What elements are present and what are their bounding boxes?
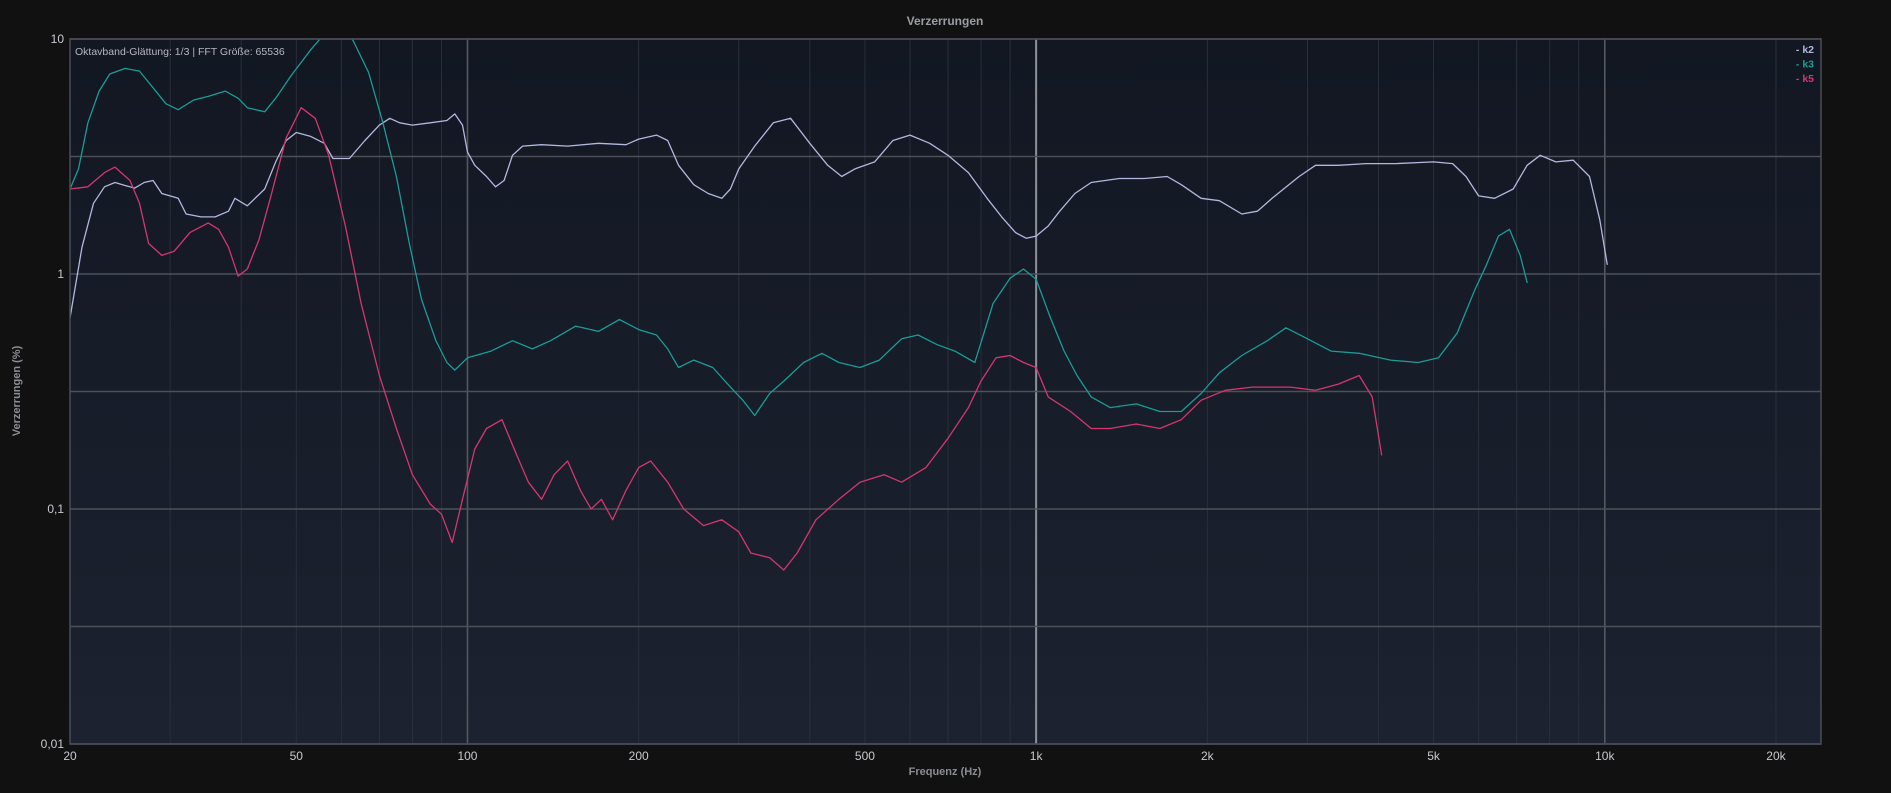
y-tick-label: 10 <box>51 32 65 46</box>
x-tick-label: 50 <box>290 749 304 763</box>
legend-item[interactable]: - k3 <box>1796 59 1814 71</box>
x-tick-label: 200 <box>629 749 649 763</box>
series-line-k3 <box>70 39 1528 417</box>
x-tick-label: 10k <box>1595 749 1615 763</box>
series-line-k2 <box>70 113 1608 319</box>
x-tick-label: 100 <box>457 749 477 763</box>
x-tick-label: 20 <box>63 749 77 763</box>
legend-item[interactable]: - k2 <box>1796 44 1814 56</box>
info-text: Oktavband-Glättung: 1/3 | FFT Größe: 655… <box>75 46 285 58</box>
y-tick-label: 1 <box>57 267 64 281</box>
legend-item[interactable]: - k5 <box>1796 73 1814 85</box>
x-tick-label: 500 <box>855 749 875 763</box>
x-tick-label: 1k <box>1030 749 1044 763</box>
x-axis-label: Frequenz (Hz) <box>909 766 982 778</box>
x-tick-labels: 20 50 100 200 500 1k 2k 5k 10k 20k <box>63 749 1786 763</box>
series-line-k5 <box>70 107 1383 571</box>
x-tick-label: 20k <box>1766 749 1786 763</box>
plot-frame <box>69 38 1822 745</box>
legend[interactable]: - k2 - k3 - k5 <box>1796 44 1814 85</box>
y-tick-label: 0,01 <box>41 737 65 751</box>
chart-title: Verzerrungen <box>907 14 984 28</box>
y-tick-label: 0,1 <box>47 502 64 516</box>
y-tick-labels: 10 1 0,1 0,01 <box>41 32 65 751</box>
x-tick-label: 5k <box>1427 749 1441 763</box>
x-tick-label: 2k <box>1201 749 1215 763</box>
series-layer <box>70 39 1608 571</box>
y-axis-label: Verzerrungen (%) <box>11 345 23 436</box>
